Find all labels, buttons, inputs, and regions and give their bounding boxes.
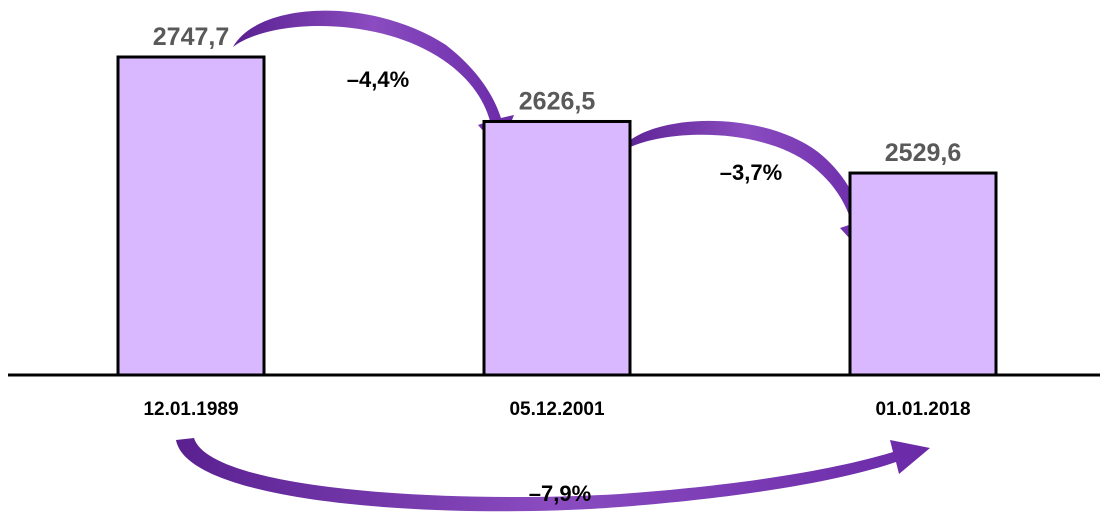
value-label-0: 2747,7 <box>153 23 229 51</box>
arrow-icon <box>616 120 875 252</box>
change-label-1: –3,7% <box>720 160 782 185</box>
arrow-icon <box>176 438 930 512</box>
value-label-2: 2529,6 <box>885 139 961 167</box>
change-arrows <box>176 10 930 512</box>
change-label-0: –4,4% <box>347 67 409 92</box>
value-label-1: 2626,5 <box>519 87 596 115</box>
category-label-1: 05.12.2001 <box>509 399 605 420</box>
arrow-icon <box>233 10 514 150</box>
category-label-2: 01.01.2018 <box>875 399 970 420</box>
bars <box>116 55 998 377</box>
bar-0 <box>116 55 266 377</box>
bar-2 <box>848 171 998 377</box>
bar-1 <box>482 119 632 377</box>
change-label-2: –7,9% <box>529 481 591 506</box>
category-label-0: 12.01.1989 <box>143 399 238 420</box>
